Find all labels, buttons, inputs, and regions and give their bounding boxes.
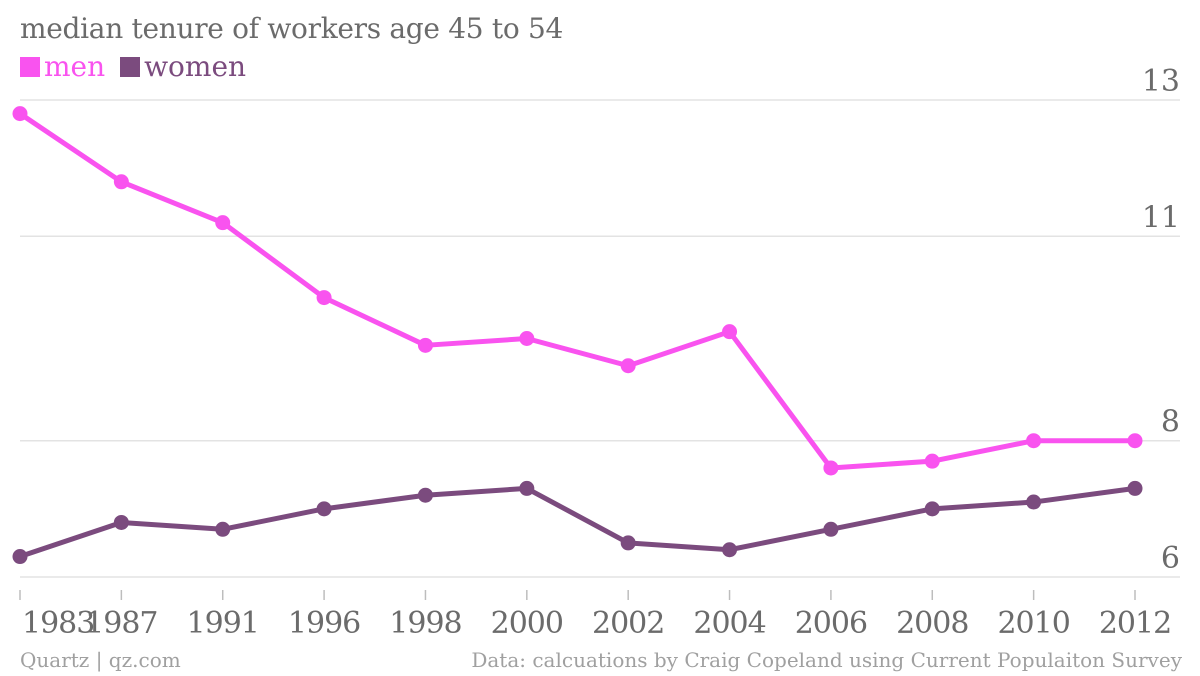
x-tick-label-1987: 1987	[85, 606, 157, 641]
x-tick-label-2004: 2004	[693, 606, 765, 641]
x-tick-label-2008: 2008	[896, 606, 968, 641]
point-women-1983	[12, 549, 28, 565]
legend-label-women: women	[144, 50, 247, 83]
point-men-1983	[12, 106, 28, 122]
legend: men women	[20, 50, 252, 84]
series-line-women	[17, 485, 1138, 560]
point-men-2012	[1127, 433, 1143, 449]
point-men-2008	[924, 453, 940, 469]
point-women-1998	[417, 487, 433, 503]
y-tick-label-8: 8	[1161, 405, 1180, 440]
x-tick-label-1996: 1996	[288, 606, 360, 641]
x-tick-label-2000: 2000	[491, 606, 563, 641]
point-men-2006	[823, 460, 839, 476]
series-line-men	[17, 111, 1138, 471]
x-tick-label-1983: 1983	[22, 606, 94, 641]
point-women-2008	[924, 501, 940, 517]
point-women-2002	[620, 535, 636, 551]
point-men-1998	[417, 337, 433, 353]
point-men-1996	[316, 290, 332, 306]
legend-item-men: men	[20, 50, 105, 83]
x-tick-label-1998: 1998	[389, 606, 461, 641]
point-women-2004	[722, 542, 738, 558]
point-women-1987	[113, 514, 129, 530]
y-tick-label-11: 11	[1142, 200, 1180, 235]
footer-source: Quartz | qz.com	[20, 648, 181, 672]
chart-title: median tenure of workers age 45 to 54	[20, 12, 564, 45]
legend-swatch-women	[120, 56, 141, 77]
x-tick-label-2012: 2012	[1099, 606, 1171, 641]
point-men-2004	[722, 324, 738, 340]
legend-item-women: women	[120, 50, 246, 83]
point-men-1991	[215, 215, 231, 231]
x-tick-label-1991: 1991	[187, 606, 259, 641]
point-women-2012	[1127, 480, 1143, 496]
x-tick-label-2010: 2010	[997, 606, 1069, 641]
point-men-2010	[1026, 433, 1042, 449]
y-tick-label-6: 6	[1161, 541, 1180, 576]
point-women-1991	[215, 521, 231, 537]
footer-data-credit: Data: calcuations by Craig Copeland usin…	[471, 648, 1182, 672]
x-tick-label-2006: 2006	[795, 606, 867, 641]
y-tick-label-13: 13	[1142, 64, 1180, 99]
point-men-1987	[113, 174, 129, 190]
legend-label-men: men	[44, 50, 106, 83]
x-tick-label-2002: 2002	[592, 606, 664, 641]
point-women-2006	[823, 521, 839, 537]
point-women-2000	[519, 480, 535, 496]
legend-swatch-men	[20, 56, 40, 77]
point-women-1996	[316, 501, 332, 517]
point-men-2002	[620, 358, 636, 374]
point-women-2010	[1026, 494, 1042, 510]
point-men-2000	[519, 331, 535, 346]
